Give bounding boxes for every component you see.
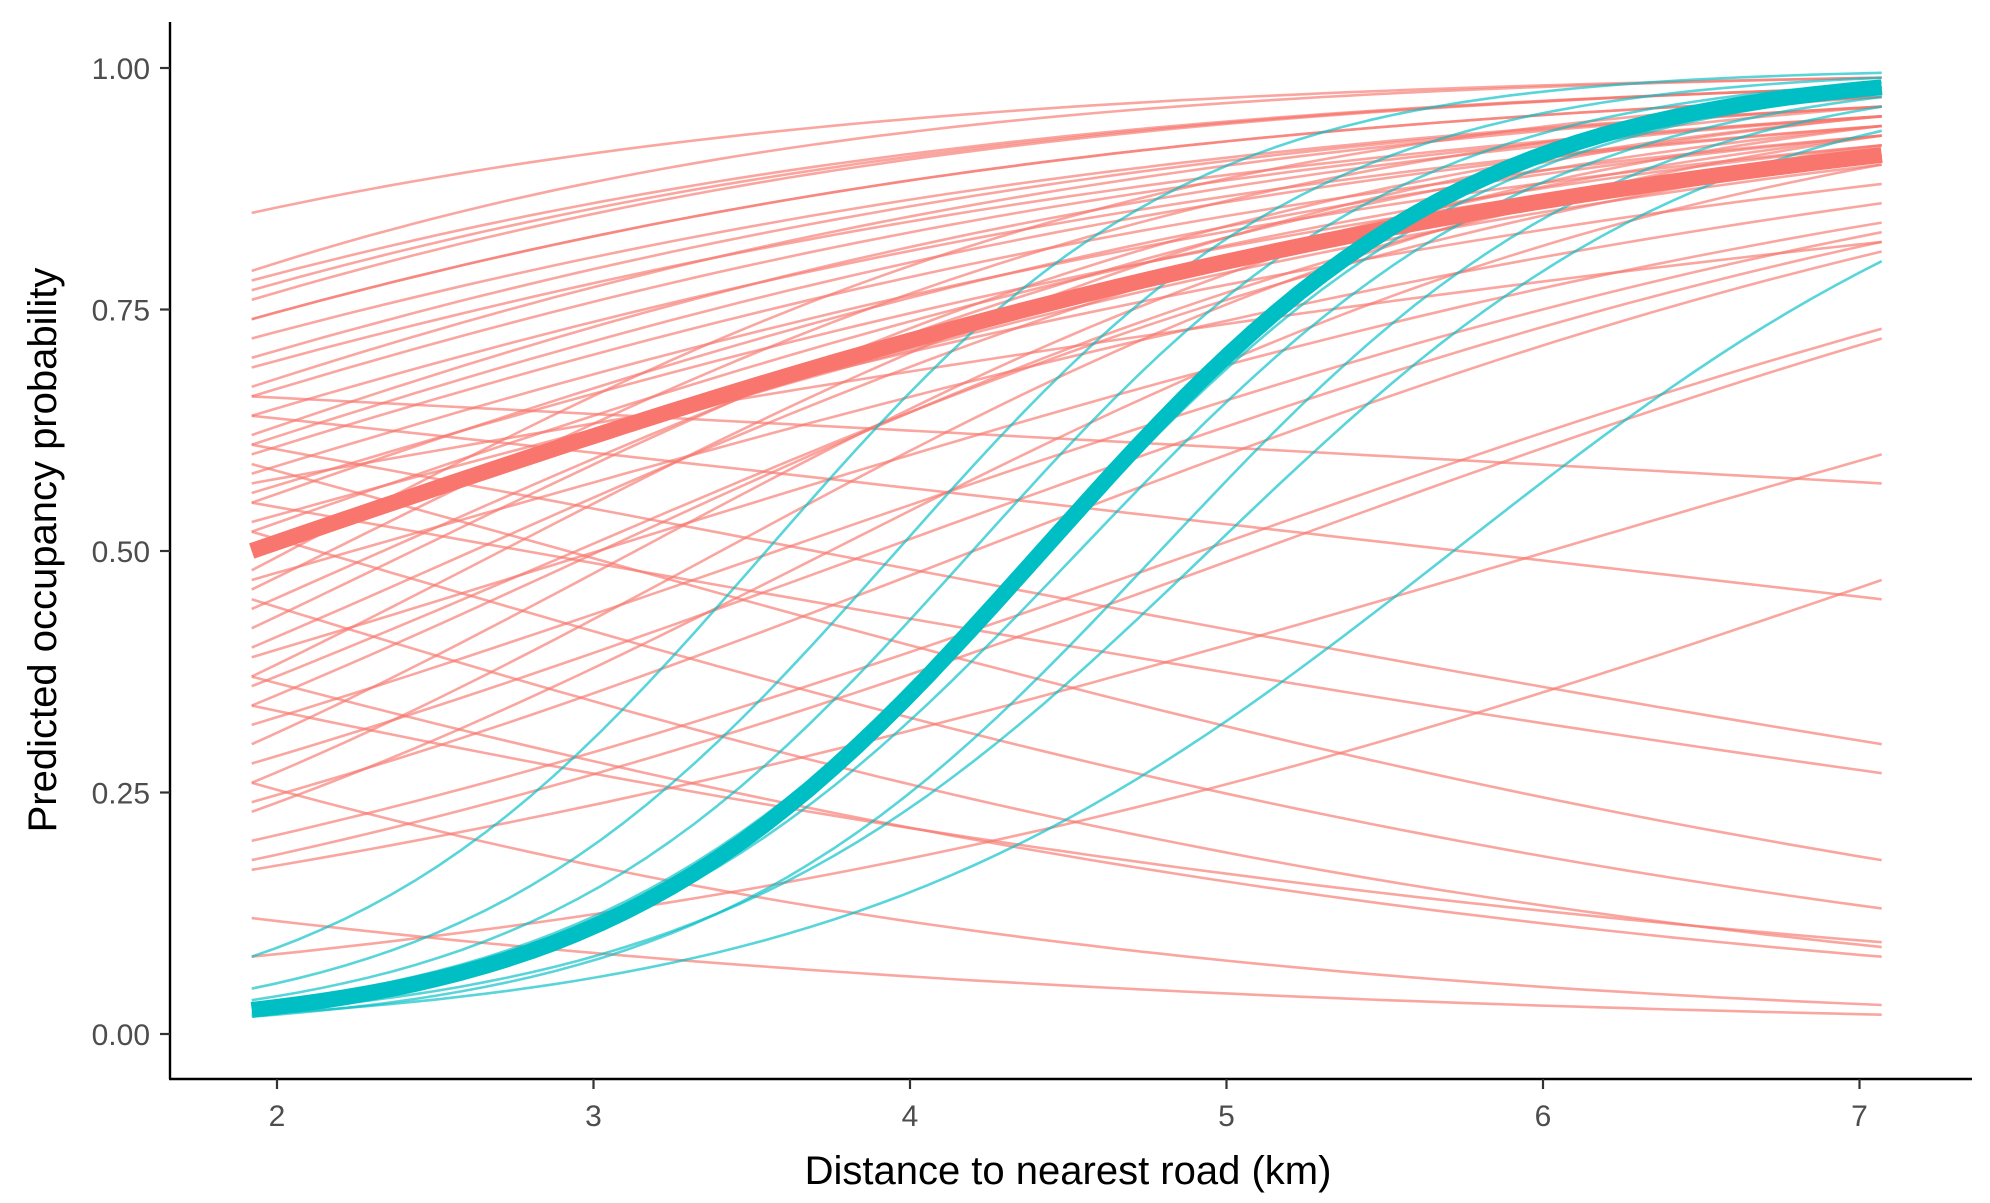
y-tick-label: 0.25 [92, 778, 150, 811]
group_1-sample-curve-5 [251, 86, 1882, 302]
group_1-sample-curve-43 [251, 462, 1882, 862]
group_1-sample-curve-48 [251, 781, 1882, 1007]
group_1-sample-curve-50 [251, 578, 1883, 958]
group_1-sample-curve-41 [251, 414, 1882, 601]
group_1-sample-curve-38 [251, 337, 1883, 862]
group_1-sample-curve-44 [251, 501, 1882, 775]
group_2-sample-curve-6 [251, 129, 1883, 1014]
group_1-sample-curve-29 [251, 153, 1882, 688]
y-tick-label: 0.75 [92, 295, 150, 328]
group_1-sample-curve-36 [251, 163, 1882, 814]
group_1-sample-curve-40 [251, 395, 1882, 485]
y-tick-label: 0.00 [92, 1019, 150, 1052]
group_1-sample-curve-16 [251, 134, 1882, 456]
y-axis-title: Predicted occupancy probability [21, 268, 65, 833]
x-tick-label: 4 [902, 1100, 919, 1133]
x-tick-label: 3 [585, 1100, 602, 1133]
group_1-sample-curve-25 [251, 115, 1882, 630]
group_1-sample-curve-51 [251, 704, 1882, 944]
x-axis-ticks: 2 3 4 5 6 7 [269, 1079, 1868, 1133]
x-tick-label: 6 [1535, 1100, 1552, 1133]
group_1-sample-curve-28 [251, 115, 1882, 678]
group_1-sample-curve-45 [251, 530, 1882, 910]
group_2-sample-curve-1 [251, 71, 1882, 958]
group_1-sample-curve-46 [251, 598, 1882, 949]
group_1-sample-curve-7 [251, 95, 1882, 321]
x-tick-label: 7 [1851, 1100, 1868, 1133]
y-axis-ticks: 0.00 0.25 0.50 0.75 1.00 [92, 53, 170, 1052]
y-tick-label: 1.00 [92, 53, 150, 86]
group_1-sample-curve-31 [251, 230, 1882, 727]
group_1-sample-curve-33 [251, 240, 1882, 765]
y-tick-label: 0.50 [92, 536, 150, 569]
x-tick-label: 2 [269, 1100, 286, 1133]
group_1-sample-curve-39 [251, 453, 1883, 872]
group_1-sample-curve-24 [251, 124, 1882, 611]
group_1-sample-curve-54 [251, 201, 1882, 582]
group_1-sample-curve-42 [251, 443, 1882, 746]
group_1-sample-curve-26 [251, 134, 1882, 649]
group_1-sample-curve-53 [251, 182, 1882, 524]
group_1-sample-curve-52 [251, 240, 1882, 485]
group_1-sample-curve-47 [251, 675, 1882, 958]
group_2-sample-curve-7 [251, 260, 1883, 1016]
group_2-sample-curve-2 [251, 76, 1882, 990]
x-tick-label: 5 [1218, 1100, 1235, 1133]
group_2-sample-curve-3 [251, 81, 1882, 1002]
mean-curves [249, 79, 1883, 1018]
group_1-sample-curve-22 [251, 95, 1882, 572]
group_2-mean-curve [250, 79, 1883, 1018]
group_1-mean-curve [249, 146, 1883, 559]
x-axis-title: Distance to nearest road (km) [805, 1149, 1332, 1193]
